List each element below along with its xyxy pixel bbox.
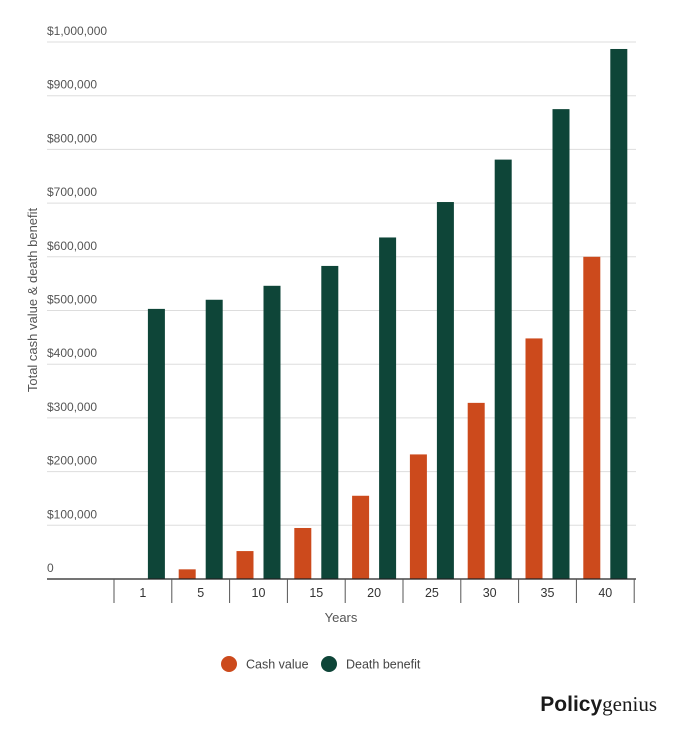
cash-value-bar-10 — [236, 551, 254, 579]
x-tick-label: 15 — [309, 586, 323, 600]
y-tick-label: 0 — [47, 561, 54, 575]
death-benefit-bar-15 — [321, 265, 339, 579]
x-tick-label: 30 — [483, 586, 497, 600]
death-benefit-bar-5 — [205, 299, 223, 579]
y-tick-label: $800,000 — [47, 131, 97, 145]
y-tick-label: $300,000 — [47, 400, 97, 414]
x-tick-label: 1 — [139, 586, 146, 600]
y-axis-title: Total cash value & death benefit — [25, 207, 40, 392]
death-benefit-bar-30 — [494, 159, 512, 579]
cash-value-bar-25 — [409, 454, 427, 579]
death-benefit-bar-20 — [379, 237, 397, 579]
y-tick-label: $200,000 — [47, 454, 97, 468]
legend: Cash value Death benefit — [221, 656, 421, 672]
y-tick-label: $100,000 — [47, 507, 97, 521]
x-tick-label: 35 — [541, 586, 555, 600]
x-axis-title: Years — [325, 610, 358, 625]
death-benefit-bar-25 — [436, 202, 454, 579]
gridlines — [47, 41, 636, 526]
cash-value-legend-swatch — [221, 656, 237, 672]
y-tick-label: $900,000 — [47, 78, 97, 92]
death-benefit-bar-35 — [552, 109, 570, 579]
y-tick-label: $500,000 — [47, 293, 97, 307]
death-benefit-legend-label: Death benefit — [346, 658, 421, 672]
y-tick-label: $400,000 — [47, 346, 97, 360]
x-axis: 1 5 10 15 20 25 30 35 40 — [47, 578, 636, 603]
cash-value-bar-35 — [525, 338, 543, 579]
x-tick-label: 5 — [197, 586, 204, 600]
y-tick-label: $1,000,000 — [47, 24, 107, 38]
cash-value-bar-20 — [352, 495, 370, 579]
death-benefit-bar-40 — [610, 48, 628, 579]
death-benefit-bar-10 — [263, 285, 281, 579]
cash-value-bar-30 — [467, 402, 485, 579]
x-tick-label: 25 — [425, 586, 439, 600]
x-tick-label: 20 — [367, 586, 381, 600]
cash-value-bar-15 — [294, 527, 312, 579]
x-tick-label: 40 — [598, 586, 612, 600]
y-tick-label: $600,000 — [47, 239, 97, 253]
cash-value-bar-5 — [178, 569, 196, 579]
death-benefit-legend-swatch — [321, 656, 337, 672]
policygenius-logo: Policygenius — [540, 692, 657, 716]
bars — [147, 48, 628, 579]
y-tick-labels: 0 $100,000 $200,000 $300,000 $400,000 $500,00… — [47, 24, 107, 575]
y-tick-label: $700,000 — [47, 185, 97, 199]
cash-value-legend-label: Cash value — [246, 658, 309, 672]
x-tick-label: 10 — [252, 586, 266, 600]
cash-value-bar-40 — [583, 256, 601, 579]
death-benefit-bar-1 — [147, 308, 165, 579]
